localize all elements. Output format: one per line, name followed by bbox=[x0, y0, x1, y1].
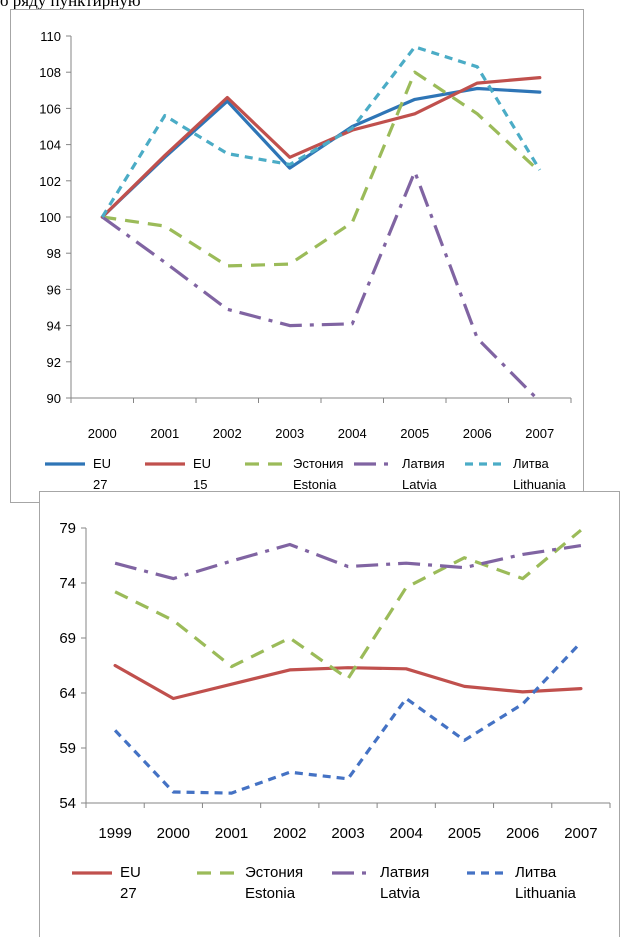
legend-label: Эстония bbox=[245, 864, 304, 881]
y-tick-label: 90 bbox=[47, 391, 61, 406]
legend-label: EU 15 bbox=[193, 456, 212, 492]
legend-label: Литва bbox=[515, 864, 557, 881]
legend-swatch bbox=[143, 453, 187, 473]
x-tick-label: 2004 bbox=[390, 825, 423, 842]
legend-label: EU 27 bbox=[93, 456, 112, 492]
series-line-1 bbox=[113, 663, 583, 701]
legend-item: EU 27 bbox=[43, 453, 111, 495]
series-line-4 bbox=[113, 641, 583, 795]
y-tick-label: 104 bbox=[39, 138, 61, 153]
y-tick-label: 96 bbox=[47, 282, 61, 297]
legend-swatch bbox=[70, 862, 114, 882]
legend-swatch bbox=[330, 862, 374, 882]
y-tick-label: 54 bbox=[59, 795, 76, 812]
x-tick-label: 2001 bbox=[215, 825, 248, 842]
y-tick-label: 106 bbox=[39, 101, 61, 116]
chart-2-plot: 54 59 64 69 74 79 1999 2000 2001 2002 2003 2004 2005… bbox=[59, 520, 611, 842]
y-tick-label: 108 bbox=[39, 65, 61, 80]
y-tick-label: 110 bbox=[40, 29, 61, 44]
y-tick-label: 64 bbox=[59, 685, 76, 702]
x-tick-label: 2003 bbox=[275, 426, 304, 441]
legend-swatch bbox=[243, 453, 287, 473]
x-tick-label: 2003 bbox=[331, 825, 364, 842]
series-line-4 bbox=[101, 170, 539, 398]
series-line-2 bbox=[100, 75, 542, 219]
x-tick-label: 2002 bbox=[213, 426, 242, 441]
x-tick-label: 2005 bbox=[448, 825, 481, 842]
x-tick-label: 2002 bbox=[273, 825, 306, 842]
x-tick-label: 2006 bbox=[506, 825, 539, 842]
x-tick-label: 2006 bbox=[463, 426, 492, 441]
y-tick-label: 79 bbox=[59, 520, 76, 537]
chart-1-frame: 90 92 94 96 98 100 102 104 106 108 110 2000 2001 2002… bbox=[10, 9, 584, 503]
legend-label: Литва bbox=[513, 456, 549, 471]
legend-label: Латвия bbox=[380, 864, 430, 881]
legend-label-secondary: Latvia bbox=[380, 885, 421, 902]
legend-swatch bbox=[195, 862, 239, 882]
x-tick-label: 2007 bbox=[564, 825, 597, 842]
legend-item: Эстония Estonia bbox=[195, 862, 303, 904]
x-tick-label: 2007 bbox=[525, 426, 554, 441]
x-tick-label: 2005 bbox=[400, 426, 429, 441]
x-tick-label: 1999 bbox=[98, 825, 131, 842]
y-tick-label: 69 bbox=[59, 630, 76, 647]
x-tick-label: 2000 bbox=[157, 825, 190, 842]
legend-item: Латвия Latvia bbox=[330, 862, 429, 904]
legend-swatch bbox=[352, 453, 396, 473]
legend-label-secondary: Lithuania bbox=[515, 885, 576, 902]
legend-label-secondary: Latvia bbox=[402, 477, 437, 492]
legend-swatch bbox=[463, 453, 507, 473]
legend-label-secondary: Estonia bbox=[245, 885, 296, 902]
legend-item: Литва Lithuania bbox=[463, 453, 566, 495]
y-tick-label: 100 bbox=[39, 210, 61, 225]
series-line-2 bbox=[114, 528, 582, 681]
x-tick-label: 2004 bbox=[338, 426, 367, 441]
y-tick-label: 94 bbox=[47, 319, 61, 334]
chart-2-frame: 54 59 64 69 74 79 1999 2000 2001 2002 2003 2004 2005… bbox=[39, 491, 620, 937]
legend-item: Эстония Estonia bbox=[243, 453, 343, 495]
y-tick-label: 98 bbox=[47, 246, 61, 261]
legend-item: EU 15 bbox=[143, 453, 211, 495]
chart-1-plot: 90 92 94 96 98 100 102 104 106 108 110 2000 2001 2002… bbox=[39, 29, 572, 441]
y-tick-label: 102 bbox=[39, 174, 61, 189]
legend-item: Литва Lithuania bbox=[465, 862, 576, 904]
x-tick-label: 2000 bbox=[88, 426, 117, 441]
legend-item: Латвия Latvia bbox=[352, 453, 445, 495]
series-line-3 bbox=[102, 70, 541, 268]
legend-swatch bbox=[465, 862, 509, 882]
series-line-3 bbox=[114, 542, 582, 581]
legend-item: EU 27 bbox=[70, 862, 141, 904]
legend-label: EU 27 bbox=[120, 864, 141, 902]
legend-label: Эстония bbox=[293, 456, 344, 471]
y-tick-label: 92 bbox=[47, 355, 61, 370]
y-tick-label: 74 bbox=[59, 575, 76, 592]
legend-swatch bbox=[43, 453, 87, 473]
series-line-5 bbox=[100, 45, 542, 218]
legend-label-secondary: Estonia bbox=[293, 477, 337, 492]
legend-label: Латвия bbox=[402, 456, 445, 471]
y-tick-label: 59 bbox=[59, 740, 76, 757]
x-tick-label: 2001 bbox=[150, 426, 179, 441]
top-text-fragment: о ряду пунктирную bbox=[0, 0, 141, 10]
legend-label-secondary: Lithuania bbox=[513, 477, 566, 492]
